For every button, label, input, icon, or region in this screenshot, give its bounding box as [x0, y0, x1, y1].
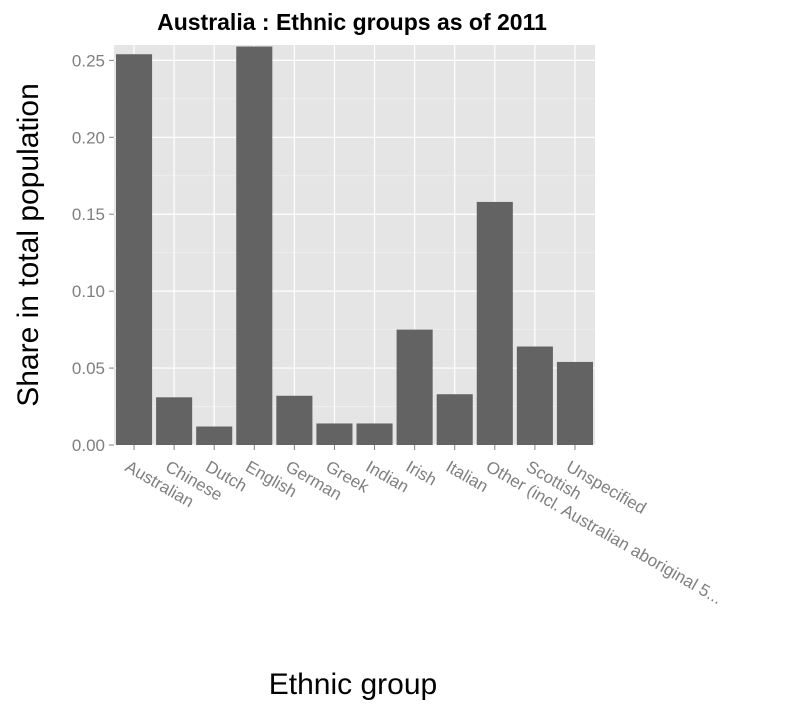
y-axis-label: Share in total population [12, 83, 45, 407]
x-axis-label: Ethnic group [269, 668, 437, 701]
y-tick-label: 0.25 [72, 51, 105, 70]
y-tick-label: 0.20 [72, 128, 105, 147]
bar [276, 396, 312, 445]
bar [116, 54, 152, 445]
y-axis: 0.00 0.05 0.10 0.15 0.20 0.25 [72, 51, 114, 455]
bar [156, 397, 192, 445]
x-tick-label: Indian [363, 457, 413, 497]
bar [517, 347, 553, 445]
y-tick-label: 0.15 [72, 205, 105, 224]
y-tick-label: 0.10 [72, 282, 105, 301]
bar [557, 362, 593, 445]
x-tick-label: Italian [443, 457, 492, 496]
chart-title: Australia : Ethnic groups as of 2011 [157, 9, 547, 35]
y-tick-label: 0.05 [72, 359, 105, 378]
bar [316, 423, 352, 445]
bar [196, 427, 232, 445]
bar [437, 394, 473, 445]
bar [236, 47, 272, 445]
x-axis: AustralianChineseDutchEnglishGermanGreek… [122, 445, 725, 608]
bar [397, 330, 433, 445]
bar [357, 423, 393, 445]
y-tick-label: 0.00 [72, 436, 105, 455]
bar [477, 202, 513, 445]
